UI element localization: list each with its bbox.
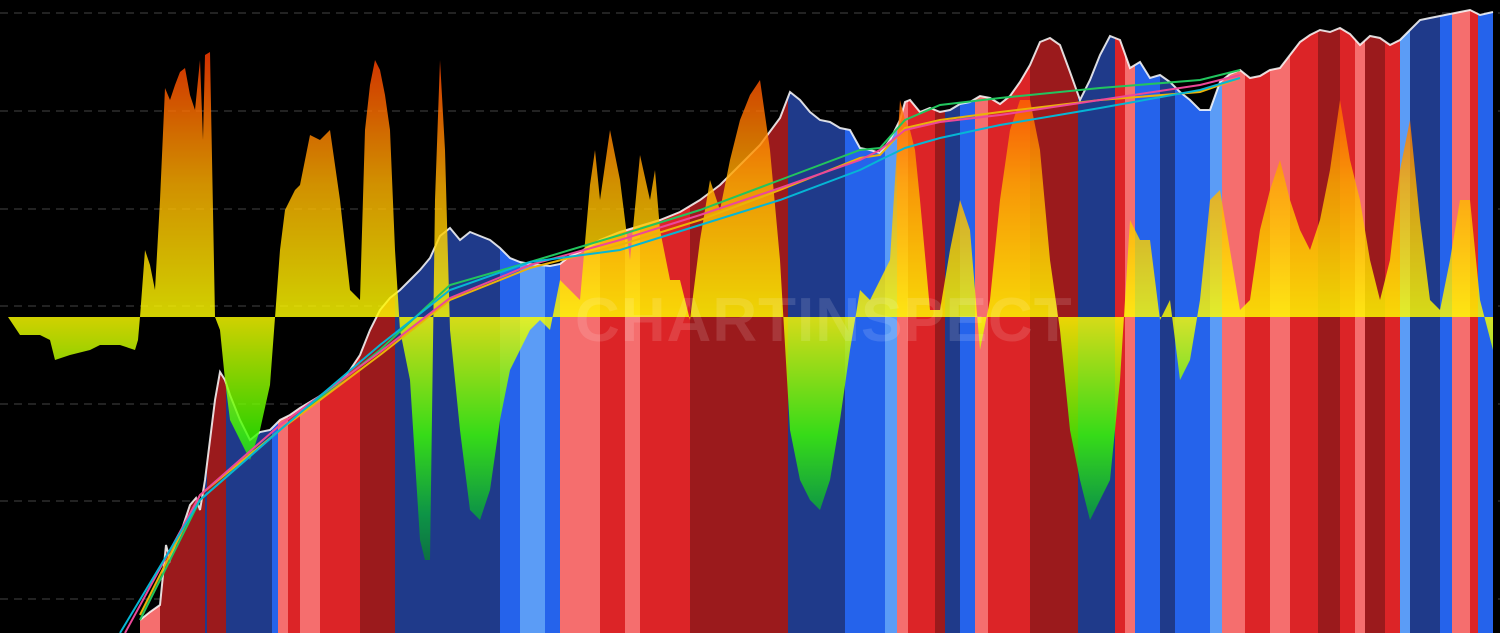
band-dark_blue (226, 10, 272, 633)
band-dark_blue (1160, 10, 1175, 633)
band-blue (960, 10, 975, 633)
band-light_red (1355, 10, 1365, 633)
band-dark_blue (1410, 10, 1440, 633)
band-red (1245, 10, 1270, 633)
price-line (139, 8, 1494, 621)
moving-average-lines (119, 69, 1241, 633)
band-red (1290, 10, 1318, 633)
band-light_blue (1400, 10, 1410, 633)
band-dark_blue (945, 10, 960, 633)
band-red (1115, 10, 1125, 633)
band-light_red (897, 10, 908, 633)
oscillator-area (8, 52, 1493, 560)
band-dark_red (1365, 10, 1385, 633)
band-blue (866, 10, 885, 633)
band-dark_red (935, 10, 945, 633)
band-light_blue (1210, 10, 1222, 633)
ma-line (124, 74, 1241, 633)
band-light_red (1222, 10, 1245, 633)
band-red (988, 10, 1000, 633)
band-red (1385, 10, 1400, 633)
band-light_red (1125, 10, 1135, 633)
ma-line (139, 77, 1241, 616)
band-red (1470, 10, 1478, 633)
band-blue (1135, 10, 1160, 633)
band-blue (1440, 10, 1452, 633)
band-light_red (1270, 10, 1290, 633)
band-dark_blue (788, 10, 845, 633)
ma-line (119, 77, 1241, 633)
band-blue (500, 10, 520, 633)
band-blue (1478, 10, 1493, 633)
band-blue (845, 10, 866, 633)
band-light_blue (520, 10, 545, 633)
band-light_blue (885, 10, 897, 633)
band-light_red (1452, 10, 1470, 633)
